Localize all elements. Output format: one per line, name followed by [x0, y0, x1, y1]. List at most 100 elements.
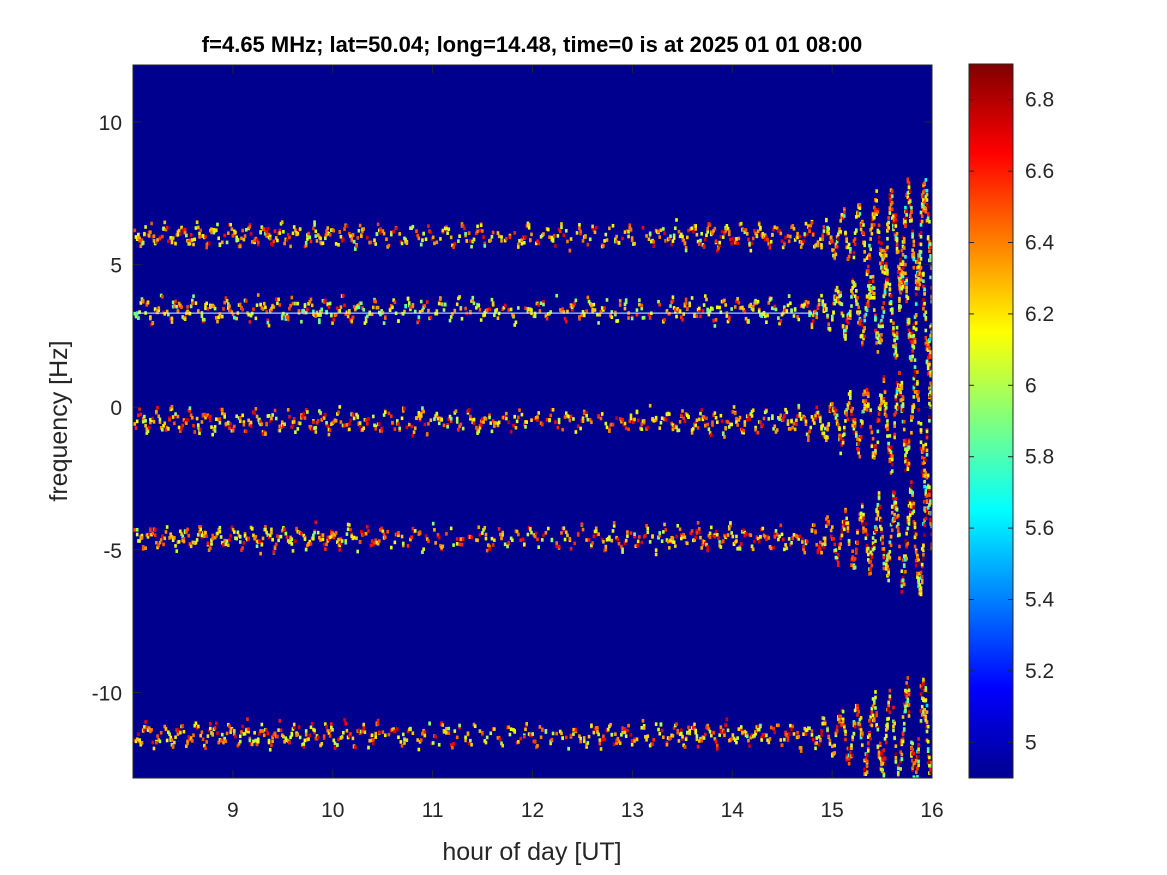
trace-cell: [748, 744, 751, 748]
trace-cell: [252, 307, 255, 311]
trace-cell: [572, 303, 575, 308]
trace-cell: [568, 418, 572, 423]
trace-cell: [581, 419, 585, 423]
trace-cell: [911, 235, 914, 239]
trace-cell: [600, 306, 604, 310]
trace-cell: [635, 737, 639, 742]
trace-cell: [772, 546, 775, 550]
trace-cell: [618, 303, 622, 307]
trace-cell: [241, 413, 244, 418]
trace-cell: [180, 426, 183, 431]
trace-cell: [860, 220, 864, 225]
trace-cell: [826, 515, 829, 519]
trace-cell: [895, 391, 899, 396]
trace-cell: [219, 738, 223, 743]
trace-cell: [357, 303, 361, 307]
trace-cell: [367, 417, 370, 421]
trace-cell: [922, 306, 925, 311]
trace-cell: [913, 535, 917, 540]
trace-cell: [248, 225, 252, 229]
trace-cell: [796, 414, 799, 418]
trace-cell: [888, 694, 892, 699]
trace-cell: [926, 739, 930, 744]
trace-cell: [869, 228, 872, 232]
trace-cell: [825, 218, 828, 223]
trace-cell: [699, 314, 702, 319]
trace-cell: [749, 533, 753, 538]
trace-cell: [918, 253, 922, 258]
trace-cell: [831, 314, 834, 319]
trace-cell: [226, 231, 230, 235]
trace-cell: [808, 313, 811, 318]
trace-cell: [605, 238, 609, 242]
trace-cell: [893, 333, 896, 338]
trace-cell: [315, 239, 319, 243]
trace-cell: [514, 425, 518, 430]
trace-cell: [797, 403, 801, 408]
trace-cell: [170, 240, 174, 245]
trace-cell: [588, 417, 592, 422]
trace-cell: [725, 717, 729, 722]
trace-cell: [249, 424, 253, 428]
trace-cell: [924, 698, 928, 703]
trace-cell: [709, 733, 713, 738]
trace-cell: [887, 706, 890, 710]
trace-cell: [922, 198, 925, 202]
trace-cell: [804, 299, 808, 304]
trace-cell: [441, 723, 445, 727]
trace-cell: [324, 722, 327, 726]
trace-cell: [496, 231, 500, 235]
trace-cell: [675, 314, 678, 319]
trace-cell: [508, 235, 512, 240]
trace-cell: [327, 731, 331, 735]
trace-cell: [298, 227, 302, 231]
trace-cell: [822, 431, 826, 436]
trace-cell: [416, 320, 419, 325]
trace-cell: [658, 531, 662, 535]
trace-cell: [193, 237, 197, 242]
trace-cell: [700, 231, 703, 236]
trace-cell: [188, 409, 192, 413]
trace-cell: [137, 232, 140, 237]
trace-cell: [449, 315, 453, 319]
trace-cell: [871, 704, 875, 709]
trace-cell: [882, 400, 886, 404]
trace-cell: [562, 310, 566, 314]
trace-cell: [192, 423, 195, 428]
trace-cell: [849, 309, 852, 314]
trace-cell: [849, 750, 852, 755]
trace-cell: [774, 430, 778, 434]
trace-cell: [845, 753, 849, 758]
trace-cell: [617, 240, 621, 245]
trace-cell: [743, 309, 747, 314]
trace-cell: [884, 253, 888, 258]
trace-cell: [929, 275, 932, 280]
trace-cell: [292, 722, 296, 727]
trace-cell: [865, 294, 869, 298]
trace-cell: [871, 274, 875, 279]
trace-cell: [260, 542, 264, 547]
trace-cell: [678, 234, 682, 239]
trace-cell: [497, 735, 501, 740]
trace-cell: [351, 412, 355, 417]
trace-cell: [481, 229, 484, 233]
trace-cell: [904, 709, 907, 714]
trace-cell: [540, 727, 544, 732]
trace-cell: [211, 533, 215, 538]
trace-cell: [886, 434, 889, 438]
trace-cell: [894, 217, 898, 222]
trace-cell: [925, 433, 929, 438]
trace-cell: [465, 239, 469, 243]
trace-cell: [545, 316, 549, 321]
trace-cell: [377, 730, 381, 735]
trace-cell: [645, 523, 648, 528]
trace-cell: [808, 726, 811, 731]
trace-cell: [890, 454, 894, 458]
trace-cell: [529, 238, 532, 242]
trace-cell: [276, 534, 279, 538]
trace-cell: [849, 393, 852, 398]
trace-cell: [930, 258, 932, 263]
trace-cell: [171, 415, 175, 419]
trace-cell: [749, 302, 753, 307]
trace-cell: [672, 306, 676, 310]
